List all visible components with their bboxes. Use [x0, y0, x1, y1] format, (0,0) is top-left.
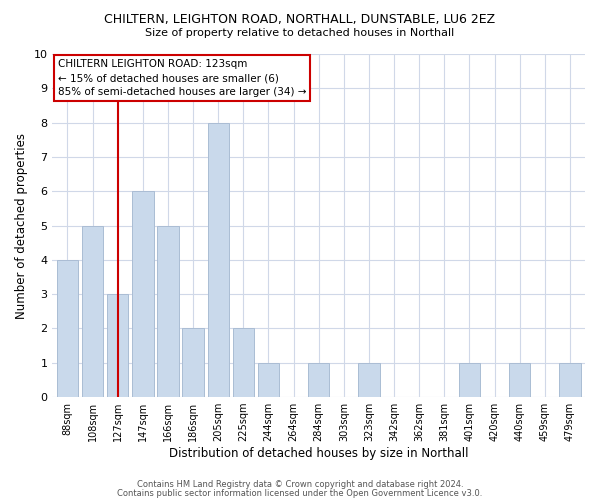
Bar [233, 328, 254, 397]
Bar [308, 363, 329, 397]
Text: Contains HM Land Registry data © Crown copyright and database right 2024.: Contains HM Land Registry data © Crown c… [137, 480, 463, 489]
Bar [182, 328, 204, 397]
Text: CHILTERN, LEIGHTON ROAD, NORTHALL, DUNSTABLE, LU6 2EZ: CHILTERN, LEIGHTON ROAD, NORTHALL, DUNST… [104, 12, 496, 26]
Y-axis label: Number of detached properties: Number of detached properties [15, 132, 28, 318]
Bar [509, 363, 530, 397]
Bar [258, 363, 279, 397]
Text: Contains public sector information licensed under the Open Government Licence v3: Contains public sector information licen… [118, 488, 482, 498]
Bar [358, 363, 380, 397]
Bar [459, 363, 480, 397]
Bar [57, 260, 78, 397]
Bar [208, 122, 229, 397]
Bar [107, 294, 128, 397]
Text: Size of property relative to detached houses in Northall: Size of property relative to detached ho… [145, 28, 455, 38]
Bar [132, 191, 154, 397]
Bar [559, 363, 581, 397]
Bar [157, 226, 179, 397]
Bar [82, 226, 103, 397]
X-axis label: Distribution of detached houses by size in Northall: Distribution of detached houses by size … [169, 447, 469, 460]
Text: CHILTERN LEIGHTON ROAD: 123sqm
← 15% of detached houses are smaller (6)
85% of s: CHILTERN LEIGHTON ROAD: 123sqm ← 15% of … [58, 59, 306, 97]
